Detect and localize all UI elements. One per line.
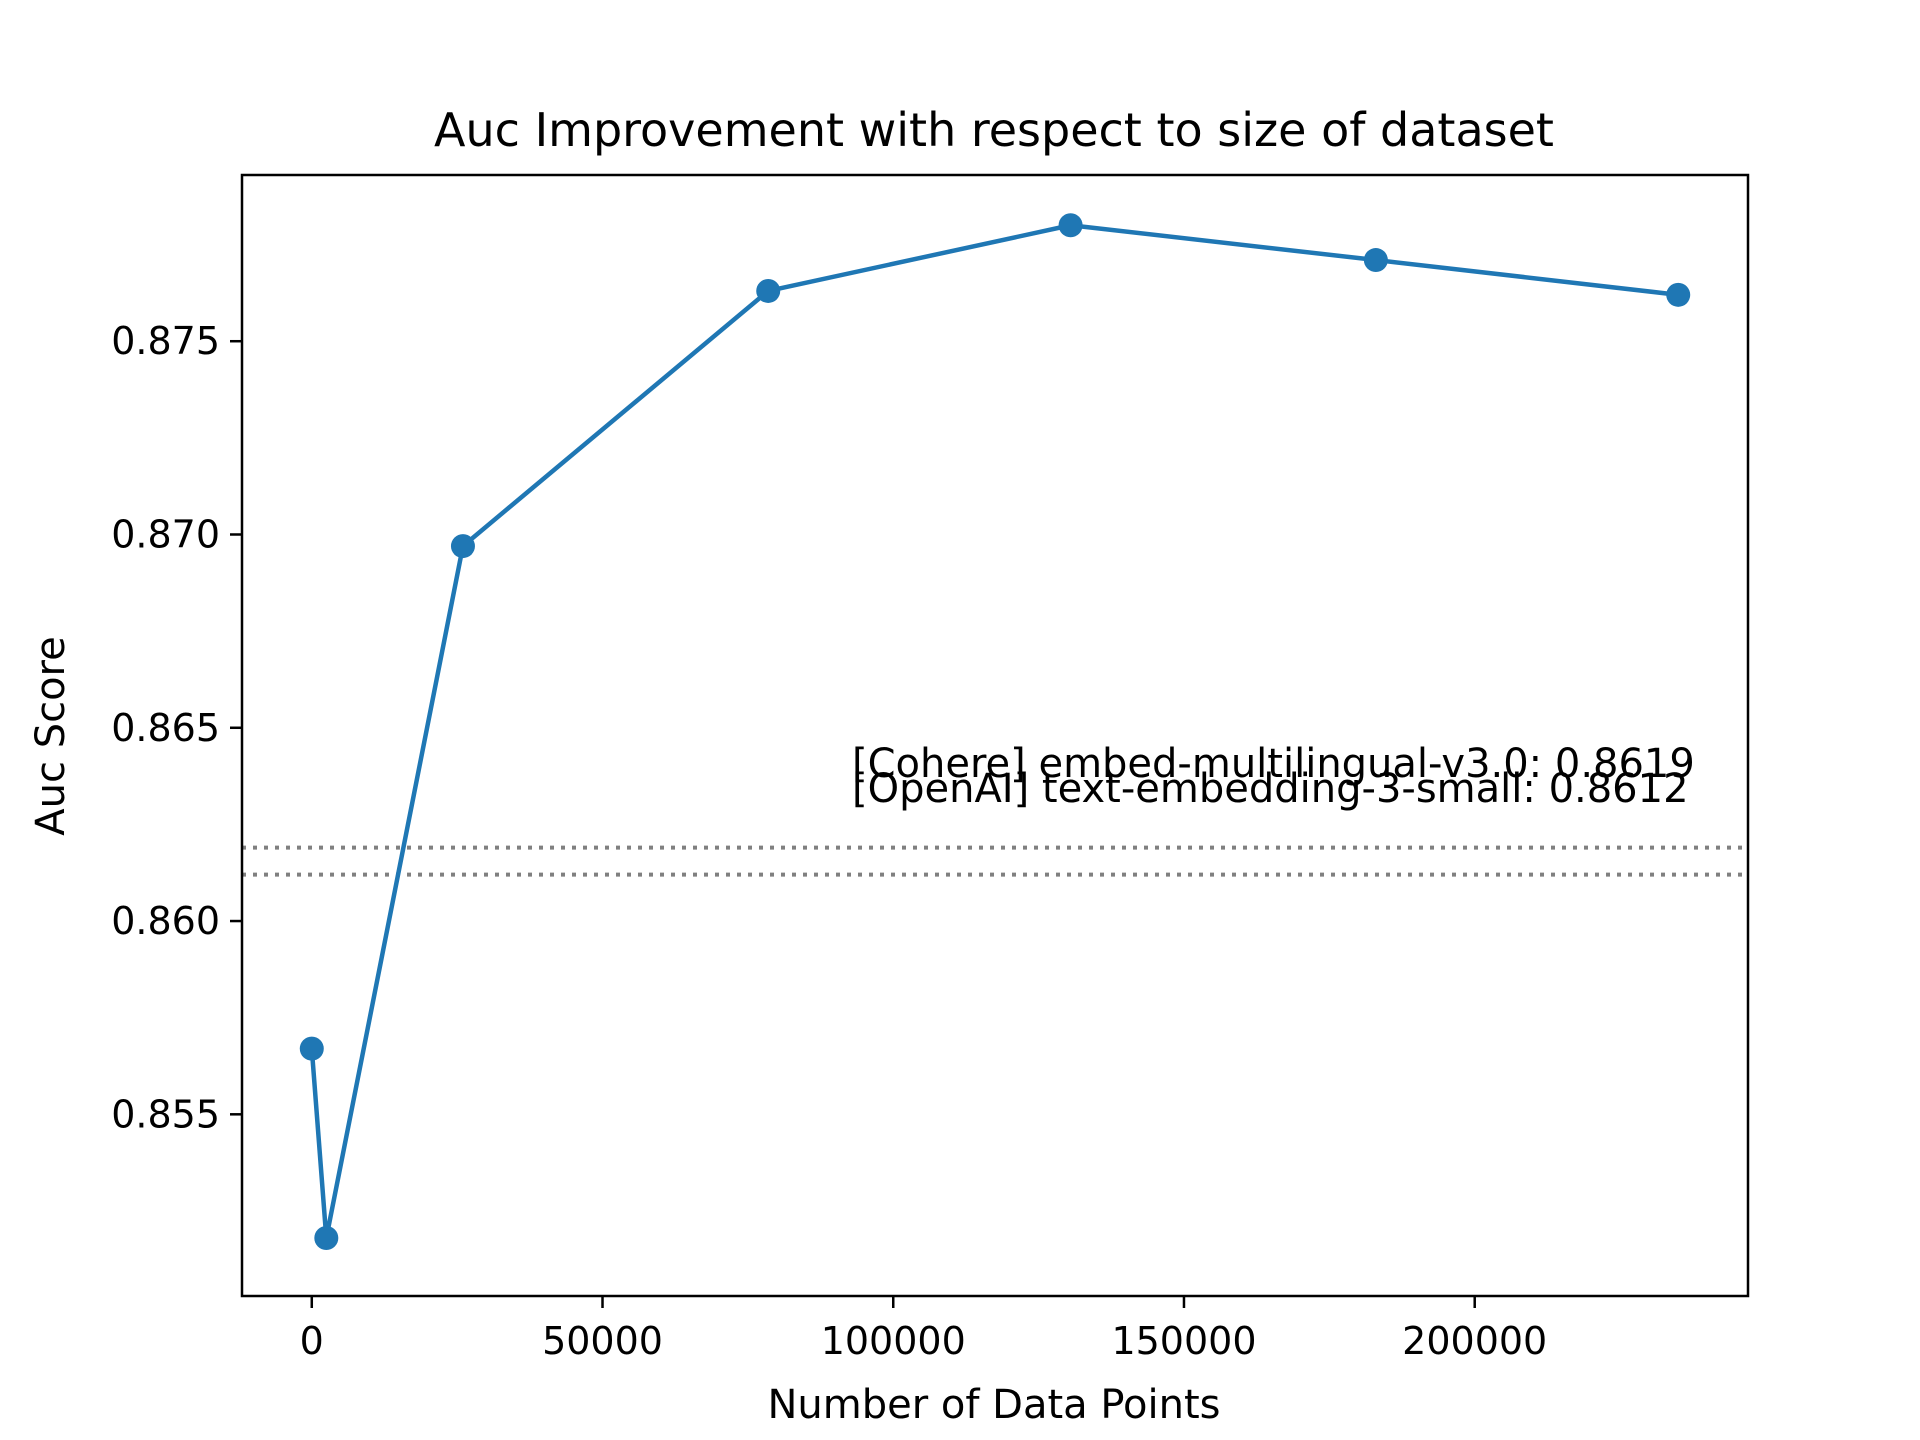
x-tick-label: 100000 xyxy=(821,1319,966,1363)
x-tick-label: 0 xyxy=(300,1319,324,1363)
data-point xyxy=(1666,282,1691,307)
y-tick-label: 0.865 xyxy=(111,706,220,750)
data-point xyxy=(299,1036,324,1061)
y-tick-label: 0.875 xyxy=(111,319,220,363)
reference-lines: [Cohere] embed-multilingual-v3.0: 0.8619… xyxy=(242,741,1748,877)
y-tick-label: 0.870 xyxy=(111,512,220,556)
data-point xyxy=(756,278,781,303)
y-axis: 0.855 0.860 0.865 0.870 0.875 xyxy=(111,319,242,1136)
y-tick-label: 0.855 xyxy=(111,1092,220,1136)
chart-title: Auc Improvement with respect to size of … xyxy=(434,103,1554,157)
x-axis-label: Number of Data Points xyxy=(767,1382,1220,1428)
data-point xyxy=(1058,213,1083,238)
data-point xyxy=(450,534,475,559)
y-axis-label: Auc Score xyxy=(28,636,74,835)
x-tick-label: 200000 xyxy=(1402,1319,1547,1363)
x-axis: 0 50000 100000 150000 200000 xyxy=(300,1296,1547,1363)
series-group xyxy=(299,213,1691,1251)
plot-area-frame xyxy=(240,173,1750,1298)
reference-line-label: [Cohere] embed-multilingual-v3.0: 0.8619 xyxy=(852,741,1695,787)
y-tick-label: 0.860 xyxy=(111,899,220,943)
x-tick-label: 150000 xyxy=(1111,1319,1256,1363)
data-point xyxy=(314,1226,339,1251)
series-line xyxy=(309,223,1679,1241)
x-tick-label: 50000 xyxy=(542,1319,663,1363)
reference-line-label: [OpenAI] text-embedding-3-small: 0.8612 xyxy=(852,766,1689,812)
data-point xyxy=(1363,248,1388,273)
